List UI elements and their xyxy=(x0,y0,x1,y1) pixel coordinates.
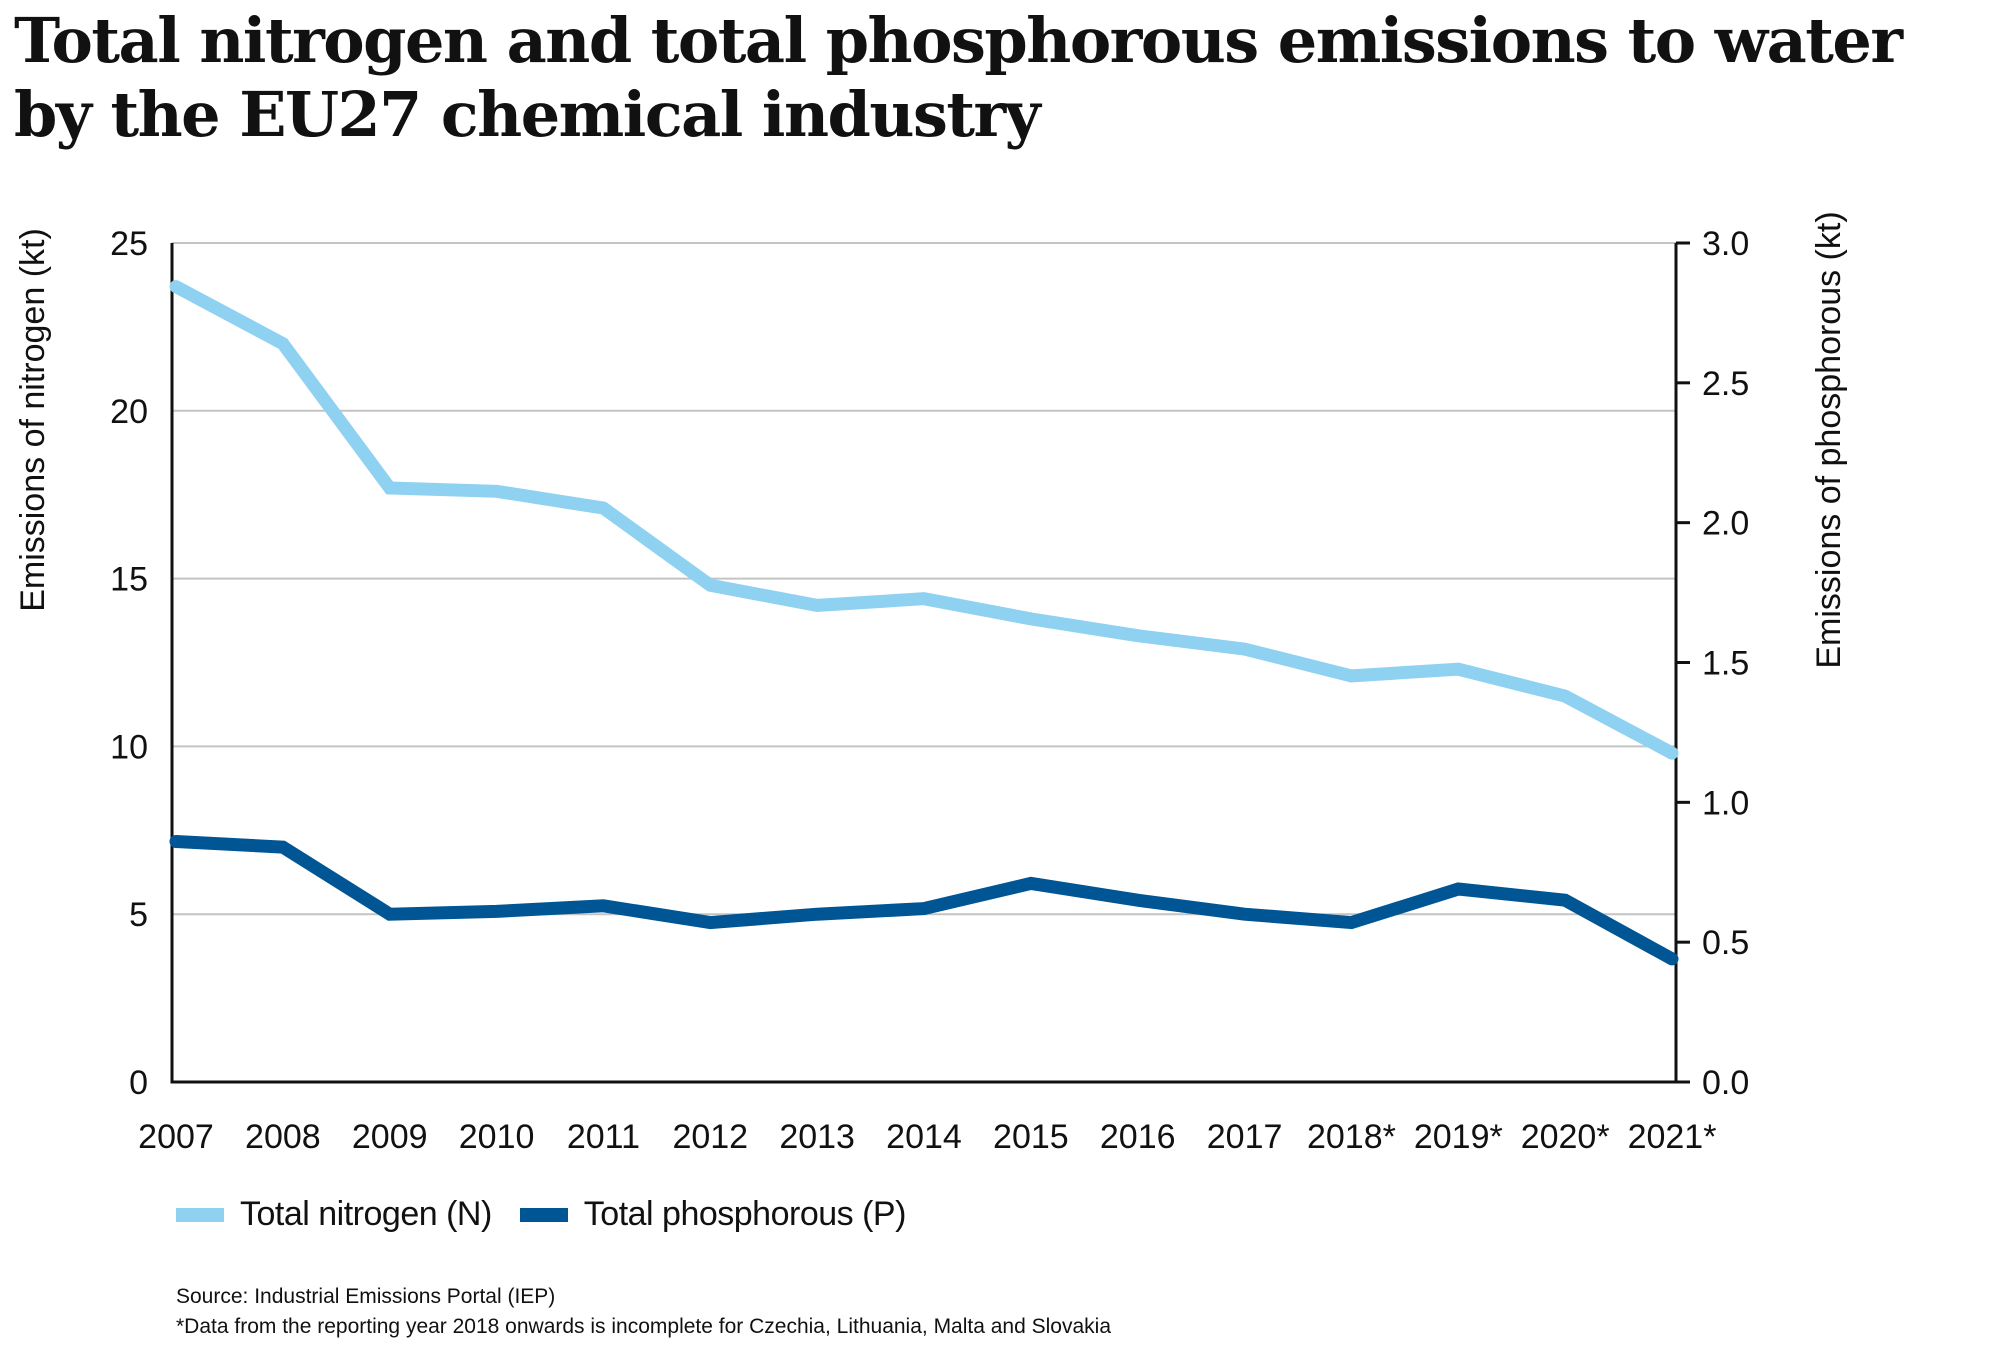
x-tick-label: 2021* xyxy=(1628,1118,1717,1156)
series-line-nitrogen xyxy=(169,280,1679,760)
x-tick-label: 2008 xyxy=(245,1118,321,1156)
y-axis-left-title: Emissions of nitrogen (kt) xyxy=(14,228,52,612)
y-tick-label-right: 0.0 xyxy=(1702,1064,1749,1102)
x-tick-label: 2018* xyxy=(1307,1118,1396,1156)
x-tick-label: 2016 xyxy=(1100,1118,1176,1156)
y-tick-label-left: 15 xyxy=(110,561,148,599)
x-tick-label: 2011 xyxy=(567,1118,640,1156)
chart-title-line-2: by the EU27 chemical industry xyxy=(14,78,1041,151)
x-tick-label: 2017 xyxy=(1207,1118,1283,1156)
footer: Source: Industrial Emissions Portal (IEP… xyxy=(176,1282,1111,1342)
y-tick-label-right: 1.5 xyxy=(1702,645,1749,683)
y-tick-label-right: 0.5 xyxy=(1702,924,1749,962)
data-completeness-note: *Data from the reporting year 2018 onwar… xyxy=(176,1315,1112,1338)
y-tick-label-left: 25 xyxy=(110,225,148,263)
x-axis-ticks: 2007 2008 2009 2010 2011 2012 2013 2014 2015 2016… xyxy=(138,1118,1716,1156)
x-tick-label: 2015 xyxy=(993,1118,1069,1156)
y-tick-label-right: 2.0 xyxy=(1702,505,1749,543)
legend-swatch-phosphorous xyxy=(519,1207,568,1222)
y-tick-label-right: 1.0 xyxy=(1702,784,1749,822)
x-tick-label: 2020* xyxy=(1521,1118,1610,1156)
gridlines xyxy=(172,242,1676,916)
legend-label-nitrogen: Total nitrogen (N) xyxy=(240,1195,492,1233)
x-tick-label: 2019* xyxy=(1414,1118,1503,1156)
x-tick-label: 2014 xyxy=(886,1118,962,1156)
y-tick-label-left: 20 xyxy=(110,393,148,431)
x-tick-label: 2012 xyxy=(672,1118,748,1156)
y-axis-right-title: Emissions of phosphorous (kt) xyxy=(1810,211,1848,668)
legend-item-nitrogen: Total nitrogen (N) xyxy=(176,1195,492,1234)
chart-title-line-1: Total nitrogen and total phosphorous emi… xyxy=(14,4,1903,77)
legend-label-phosphorous: Total phosphorous (P) xyxy=(583,1195,907,1233)
y-axis-right-ticks: 0.0 0.5 1.0 1.5 2.0 2.5 3.0 xyxy=(1676,225,1749,1102)
legend-item-phosphorous: Total phosphorous (P) xyxy=(519,1195,907,1234)
series-line-phosphorous xyxy=(169,835,1679,966)
source-note: Source: Industrial Emissions Portal (IEP… xyxy=(176,1285,556,1308)
series-lines xyxy=(169,280,1679,966)
x-tick-label: 2010 xyxy=(459,1118,535,1156)
x-tick-label: 2013 xyxy=(779,1118,855,1156)
y-tick-label-left: 5 xyxy=(129,896,148,934)
y-tick-label-right: 3.0 xyxy=(1702,225,1749,263)
y-tick-label-left: 0 xyxy=(129,1064,148,1102)
legend: Total nitrogen (N) Total phosphorous (P) xyxy=(176,1195,906,1234)
legend-swatch-nitrogen xyxy=(176,1207,224,1222)
x-tick-label: 2009 xyxy=(352,1118,428,1156)
y-axis-left-ticks: 0 5 10 15 20 25 xyxy=(110,225,148,1102)
x-tick-label: 2007 xyxy=(138,1118,214,1156)
y-tick-label-left: 10 xyxy=(110,728,148,766)
y-tick-label-right: 2.5 xyxy=(1702,365,1749,403)
chart-title: Total nitrogen and total phosphorous emi… xyxy=(14,4,1903,152)
